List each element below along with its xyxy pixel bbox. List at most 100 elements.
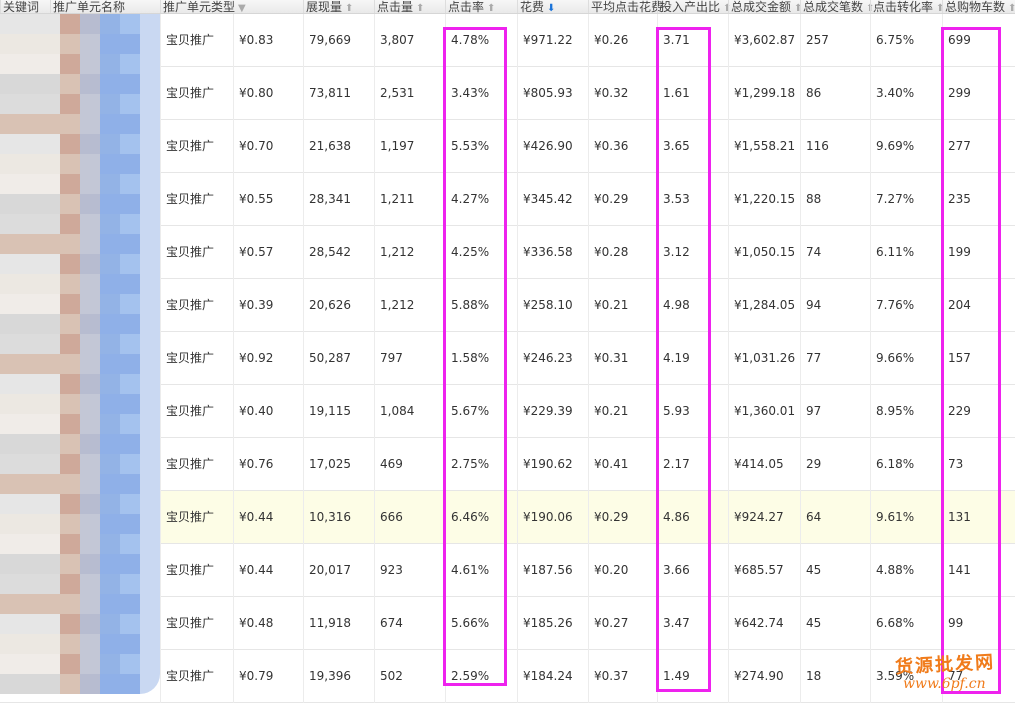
mosaic-tile [0, 514, 20, 534]
column-header-label: 点击转化率 [873, 0, 934, 14]
table-header: 关键词 推广单元名称 推广单元类型 ▼ 展现量 ⬆ 点击量 ⬆ 点击率 ⬆ 花费 ⬇ 平均点击花费 投入产… [0, 0, 1015, 14]
mosaic-tile [140, 394, 160, 414]
mosaic-tile [40, 534, 60, 554]
table-cell: 204 [942, 279, 1015, 332]
column-header-1[interactable]: 推广单元名称 [50, 0, 125, 13]
sort-arrow-icon[interactable]: ⬆ [345, 3, 354, 14]
mosaic-tile [40, 314, 60, 334]
mosaic-tile [140, 54, 160, 74]
mosaic-tile [140, 74, 160, 94]
column-header-12[interactable]: 总购物车数⬆ [942, 0, 1015, 13]
mosaic-tile [60, 434, 80, 454]
sort-arrow-icon[interactable]: ⬆ [416, 3, 425, 14]
table-row[interactable]: 宝贝推广 ¥0.55 28,341 1,211 4.27% ¥345.42 ¥0.29 3.5… [0, 173, 1015, 226]
mosaic-tile [120, 254, 140, 274]
mosaic-tile [80, 454, 100, 474]
table-cell: ¥924.27 [728, 491, 800, 544]
sort-arrow-icon[interactable]: ⬆ [723, 3, 732, 14]
column-header-10[interactable]: 总成交笔数 ⬆ [800, 0, 874, 13]
sort-arrow-icon[interactable]: ⬇ [547, 3, 556, 14]
table-row[interactable]: 宝贝推广 ¥0.76 17,025 469 2.75% ¥190.62 ¥0.41 2.17 ¥… [0, 438, 1015, 491]
mosaic-tile [60, 74, 80, 94]
sort-arrow-icon[interactable]: ⬆ [487, 3, 496, 14]
mosaic-tile [140, 34, 160, 54]
sort-arrow-icon[interactable]: ⬆ [794, 3, 803, 14]
table-row[interactable]: 宝贝推广 ¥0.40 19,115 1,084 5.67% ¥229.39 ¥0.21 5.9… [0, 385, 1015, 438]
table-cell: 宝贝推广 [160, 650, 233, 703]
table-cell: ¥0.29 [588, 173, 657, 226]
column-header-0[interactable]: 关键词 [0, 0, 39, 13]
mosaic-tile [120, 674, 140, 694]
column-header-11[interactable]: 点击转化率 ⬆ [870, 0, 945, 14]
mosaic-tile [60, 154, 80, 174]
mosaic-tile [100, 414, 120, 434]
table-row[interactable]: 宝贝推广 ¥0.83 79,669 3,807 4.78% ¥971.22 ¥0.26 3.7… [0, 14, 1015, 67]
mosaic-tile [120, 394, 140, 414]
mosaic-tile [140, 654, 160, 674]
table-row[interactable]: 宝贝推广 ¥0.70 21,638 1,197 5.53% ¥426.90 ¥0.36 3.6… [0, 120, 1015, 173]
table-cell: ¥184.24 [517, 650, 588, 703]
table-cell: 3.43% [445, 67, 517, 120]
table-row[interactable]: 宝贝推广 ¥0.57 28,542 1,212 4.25% ¥336.58 ¥0.28 3.1… [0, 226, 1015, 279]
table-cell: 469 [374, 438, 445, 491]
mosaic-tile [0, 294, 20, 314]
table-cell: ¥229.39 [517, 385, 588, 438]
mosaic-tile [40, 394, 60, 414]
table-cell: ¥0.26 [588, 14, 657, 67]
mosaic-tile [60, 294, 80, 314]
table-cell: 97 [800, 385, 870, 438]
column-header-label: 点击率 [448, 0, 485, 14]
table-cell: ¥0.21 [588, 279, 657, 332]
mosaic-tile [60, 454, 80, 474]
mosaic-tile [60, 134, 80, 154]
table-cell: ¥426.90 [517, 120, 588, 173]
filter-dropdown-icon[interactable]: ▼ [238, 3, 246, 14]
mosaic-tile [0, 114, 20, 134]
table-cell: 7.27% [870, 173, 942, 226]
column-header-6[interactable]: 花费 ⬇ [517, 0, 556, 14]
column-header-9[interactable]: 总成交金额 ⬆ [728, 0, 803, 14]
mosaic-tile [20, 314, 40, 334]
mosaic-tile [40, 554, 60, 574]
mosaic-tile [100, 154, 120, 174]
sort-arrow-icon[interactable]: ⬆ [936, 3, 945, 14]
mosaic-tile [40, 214, 60, 234]
column-header-label: 点击量 [377, 0, 414, 14]
table-cell: 6.18% [870, 438, 942, 491]
column-header-5[interactable]: 点击率 ⬆ [445, 0, 496, 14]
mosaic-tile [80, 414, 100, 434]
mosaic-tile [100, 554, 120, 574]
column-header-label: 花费 [520, 0, 545, 14]
mosaic-tile [40, 614, 60, 634]
column-header-7[interactable]: 平均点击花费 [588, 0, 663, 13]
mosaic-tile [120, 314, 140, 334]
mosaic-tile [40, 634, 60, 654]
table-row[interactable]: 宝贝推广 ¥0.39 20,626 1,212 5.88% ¥258.10 ¥0.21 4.9… [0, 279, 1015, 332]
mosaic-tile [40, 334, 60, 354]
table-cell: ¥0.48 [233, 597, 303, 650]
column-header-4[interactable]: 点击量 ⬆ [374, 0, 425, 14]
mosaic-tile [0, 234, 20, 254]
table-cell: ¥190.06 [517, 491, 588, 544]
column-header-2[interactable]: 推广单元类型 ▼ [160, 0, 246, 14]
mosaic-tile [20, 454, 40, 474]
column-header-label: 总成交金额 [731, 0, 792, 14]
mosaic-tile [80, 274, 100, 294]
table-cell: 19,396 [303, 650, 374, 703]
mosaic-tile [20, 94, 40, 114]
table-cell: 7.76% [870, 279, 942, 332]
table-cell: 141 [942, 544, 1015, 597]
sort-arrow-icon[interactable]: ⬆ [1008, 3, 1015, 13]
mosaic-tile [0, 534, 20, 554]
table-cell: 4.19 [657, 332, 728, 385]
table-cell: 2,531 [374, 67, 445, 120]
table-row[interactable]: 宝贝推广 ¥0.92 50,287 797 1.58% ¥246.23 ¥0.31 4.19 ¥… [0, 332, 1015, 385]
table-row[interactable]: 宝贝推广 ¥0.48 11,918 674 5.66% ¥185.26 ¥0.27 3.47 ¥… [0, 597, 1015, 650]
mosaic-tile [100, 514, 120, 534]
mosaic-tile [40, 434, 60, 454]
mosaic-tile [20, 354, 40, 374]
table-cell: 131 [942, 491, 1015, 544]
table-row[interactable]: 宝贝推广 ¥0.80 73,811 2,531 3.43% ¥805.93 ¥0.32 1.6… [0, 67, 1015, 120]
column-header-3[interactable]: 展现量 ⬆ [303, 0, 354, 14]
column-header-8[interactable]: 投入产出比 ⬆ [657, 0, 732, 14]
